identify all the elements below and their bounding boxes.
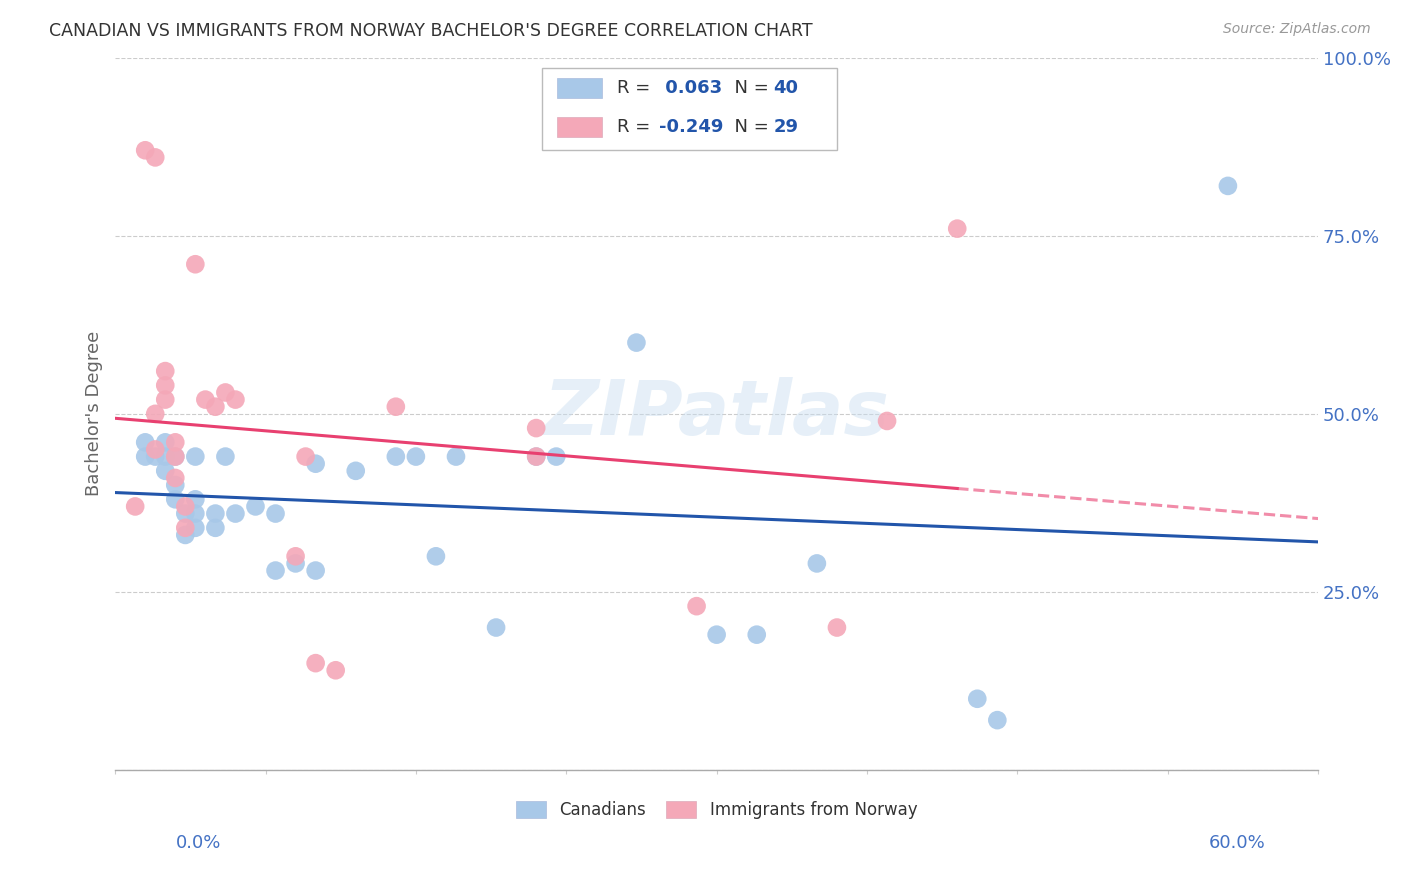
Point	[174, 507, 197, 521]
Point	[165, 450, 187, 464]
Point	[294, 450, 316, 464]
Point	[143, 450, 166, 464]
Point	[134, 143, 156, 157]
Text: 60.0%: 60.0%	[1209, 834, 1265, 852]
Point	[204, 507, 226, 521]
Text: ZIPatlas: ZIPatlas	[544, 376, 890, 450]
Point	[174, 521, 197, 535]
Point	[325, 663, 347, 677]
Point	[143, 150, 166, 164]
Point	[546, 450, 568, 464]
Point	[204, 400, 226, 414]
Point	[214, 385, 236, 400]
Point	[825, 621, 848, 635]
Point	[224, 392, 246, 407]
Point	[444, 450, 467, 464]
Point	[184, 521, 207, 535]
Point	[194, 392, 217, 407]
FancyBboxPatch shape	[557, 78, 602, 98]
Point	[806, 557, 828, 571]
Text: CANADIAN VS IMMIGRANTS FROM NORWAY BACHELOR'S DEGREE CORRELATION CHART: CANADIAN VS IMMIGRANTS FROM NORWAY BACHE…	[49, 22, 813, 40]
Text: 0.063: 0.063	[659, 79, 723, 97]
Point	[524, 421, 547, 435]
Point	[524, 450, 547, 464]
FancyBboxPatch shape	[543, 69, 837, 150]
Point	[165, 435, 187, 450]
Point	[165, 450, 187, 464]
Point	[155, 435, 177, 450]
Point	[385, 400, 408, 414]
Point	[284, 549, 307, 564]
Text: 0.0%: 0.0%	[176, 834, 221, 852]
Legend: Canadians, Immigrants from Norway: Canadians, Immigrants from Norway	[509, 794, 924, 826]
Point	[134, 435, 156, 450]
Point	[986, 713, 1008, 727]
Point	[174, 528, 197, 542]
Point	[143, 407, 166, 421]
Point	[524, 450, 547, 464]
Point	[385, 450, 408, 464]
Point	[946, 221, 969, 235]
Point	[165, 471, 187, 485]
Point	[405, 450, 427, 464]
Point	[214, 450, 236, 464]
Text: R =: R =	[617, 118, 655, 136]
Point	[174, 500, 197, 514]
Point	[626, 335, 648, 350]
Point	[134, 450, 156, 464]
Point	[143, 442, 166, 457]
Y-axis label: Bachelor's Degree: Bachelor's Degree	[86, 331, 103, 497]
Point	[184, 507, 207, 521]
Point	[304, 564, 326, 578]
Point	[685, 599, 707, 614]
Point	[184, 257, 207, 271]
Point	[1216, 178, 1239, 193]
Point	[264, 564, 287, 578]
Point	[155, 450, 177, 464]
Point	[224, 507, 246, 521]
Point	[284, 557, 307, 571]
Point	[165, 492, 187, 507]
Point	[876, 414, 898, 428]
Text: 29: 29	[773, 118, 799, 136]
Point	[304, 457, 326, 471]
Point	[124, 500, 146, 514]
Point	[184, 492, 207, 507]
Point	[745, 627, 768, 641]
FancyBboxPatch shape	[557, 117, 602, 136]
Point	[204, 521, 226, 535]
Point	[485, 621, 508, 635]
Text: N =: N =	[723, 79, 775, 97]
Point	[706, 627, 728, 641]
Point	[165, 478, 187, 492]
Point	[966, 691, 988, 706]
Point	[155, 464, 177, 478]
Text: Source: ZipAtlas.com: Source: ZipAtlas.com	[1223, 22, 1371, 37]
Point	[184, 450, 207, 464]
Point	[245, 500, 267, 514]
Text: R =: R =	[617, 79, 655, 97]
Point	[425, 549, 447, 564]
Point	[304, 656, 326, 670]
Point	[155, 364, 177, 378]
Point	[344, 464, 367, 478]
Text: -0.249: -0.249	[659, 118, 723, 136]
Point	[264, 507, 287, 521]
Point	[155, 392, 177, 407]
Text: N =: N =	[723, 118, 775, 136]
Point	[155, 378, 177, 392]
Text: 40: 40	[773, 79, 799, 97]
